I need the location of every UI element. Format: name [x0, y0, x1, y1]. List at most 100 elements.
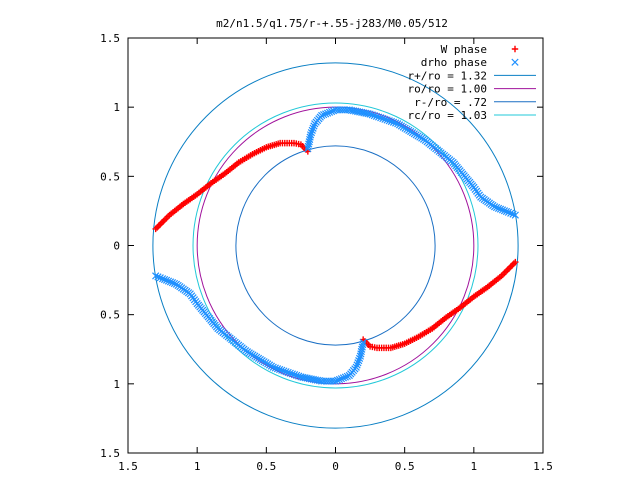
data-point	[505, 265, 513, 272]
x-tick-label: 1.5	[118, 460, 138, 473]
data-point	[500, 207, 509, 215]
data-point	[161, 216, 169, 223]
data-point	[389, 118, 398, 126]
data-point	[374, 113, 383, 121]
data-point	[158, 275, 167, 283]
data-point	[282, 368, 290, 376]
data-point	[345, 371, 353, 380]
data-point	[307, 128, 316, 137]
data-point	[496, 205, 505, 213]
data-point	[166, 278, 175, 286]
data-point	[337, 375, 346, 383]
data-point	[293, 371, 301, 380]
data-point	[321, 110, 330, 118]
data-point	[355, 356, 363, 365]
chart-title: m2/n1.5/q1.75/r-+.55-j283/M0.05/512	[216, 17, 448, 30]
data-point	[353, 361, 361, 369]
data-point	[320, 111, 328, 119]
legend-label: ro/ro = 1.00	[408, 83, 487, 96]
data-point	[372, 112, 381, 120]
data-point	[309, 124, 317, 132]
data-point	[154, 273, 162, 281]
data-point	[335, 375, 344, 384]
axis-ticks: 1.5 1 0.5 0 0.5 1 1.51.510.500.511.5	[100, 32, 553, 473]
data-point	[157, 221, 164, 228]
data-point	[318, 111, 326, 120]
plot-content	[152, 62, 519, 429]
data-point	[509, 261, 516, 269]
data-point	[284, 368, 292, 377]
data-point	[357, 350, 365, 358]
data-point	[155, 222, 162, 230]
data-point	[341, 373, 350, 381]
data-point	[504, 266, 511, 273]
data-point	[323, 109, 332, 117]
legend-label: rc/ro = 1.03	[408, 109, 487, 122]
data-point	[502, 207, 511, 216]
data-point	[510, 260, 517, 267]
data-point	[387, 117, 395, 126]
data-point	[162, 276, 171, 284]
data-point	[273, 365, 282, 373]
data-point	[278, 366, 286, 374]
data-point	[509, 210, 517, 218]
data-point	[511, 58, 519, 66]
data-point	[381, 115, 389, 123]
data-point	[366, 110, 374, 118]
y-tick-label: 0	[113, 240, 120, 253]
data-point	[168, 279, 177, 287]
data-point	[379, 114, 387, 123]
data-point	[354, 359, 362, 367]
data-point	[306, 133, 314, 141]
data-point	[286, 369, 294, 377]
data-point	[271, 364, 280, 372]
data-point	[295, 372, 303, 380]
legend-label: r+/ro = 1.32	[408, 69, 487, 82]
data-point	[163, 214, 170, 222]
x-tick-label: 0	[332, 460, 339, 473]
data-point	[364, 110, 372, 118]
data-point	[308, 126, 316, 135]
y-tick-label: 1.5	[100, 32, 120, 45]
series-circle	[192, 102, 479, 389]
data-point	[370, 111, 378, 120]
data-point	[339, 374, 348, 382]
series-circle	[235, 145, 436, 346]
data-point	[368, 111, 376, 119]
data-point	[507, 263, 514, 270]
legend-label: r-/ro = .72	[414, 96, 487, 109]
data-point	[299, 373, 307, 381]
data-point	[170, 279, 179, 288]
data-point	[290, 371, 299, 379]
data-point	[494, 204, 503, 212]
data-point	[377, 114, 385, 122]
data-point	[310, 122, 318, 130]
x-tick-label: 1	[471, 460, 478, 473]
data-point	[325, 108, 334, 116]
x-tick-label: 0.5	[395, 460, 415, 473]
data-point	[164, 277, 173, 285]
data-point	[297, 373, 305, 381]
data-point	[276, 365, 284, 374]
data-point	[160, 218, 167, 225]
data-point	[288, 370, 297, 378]
data-point	[156, 274, 164, 282]
data-point	[511, 211, 519, 219]
x-tick-label: 1	[194, 460, 201, 473]
legend-label: W phase	[441, 43, 487, 56]
data-point	[343, 372, 351, 380]
data-point	[327, 107, 336, 116]
x-tick-label: 0.5	[256, 460, 276, 473]
data-point	[507, 209, 515, 217]
data-point	[385, 117, 393, 125]
data-point	[501, 269, 508, 277]
data-point	[383, 116, 391, 124]
data-point	[490, 203, 499, 211]
data-point	[160, 275, 169, 284]
data-point	[511, 45, 519, 53]
data-point	[306, 131, 315, 139]
x-tick-label: 1.5	[533, 460, 553, 473]
data-point	[391, 119, 400, 127]
